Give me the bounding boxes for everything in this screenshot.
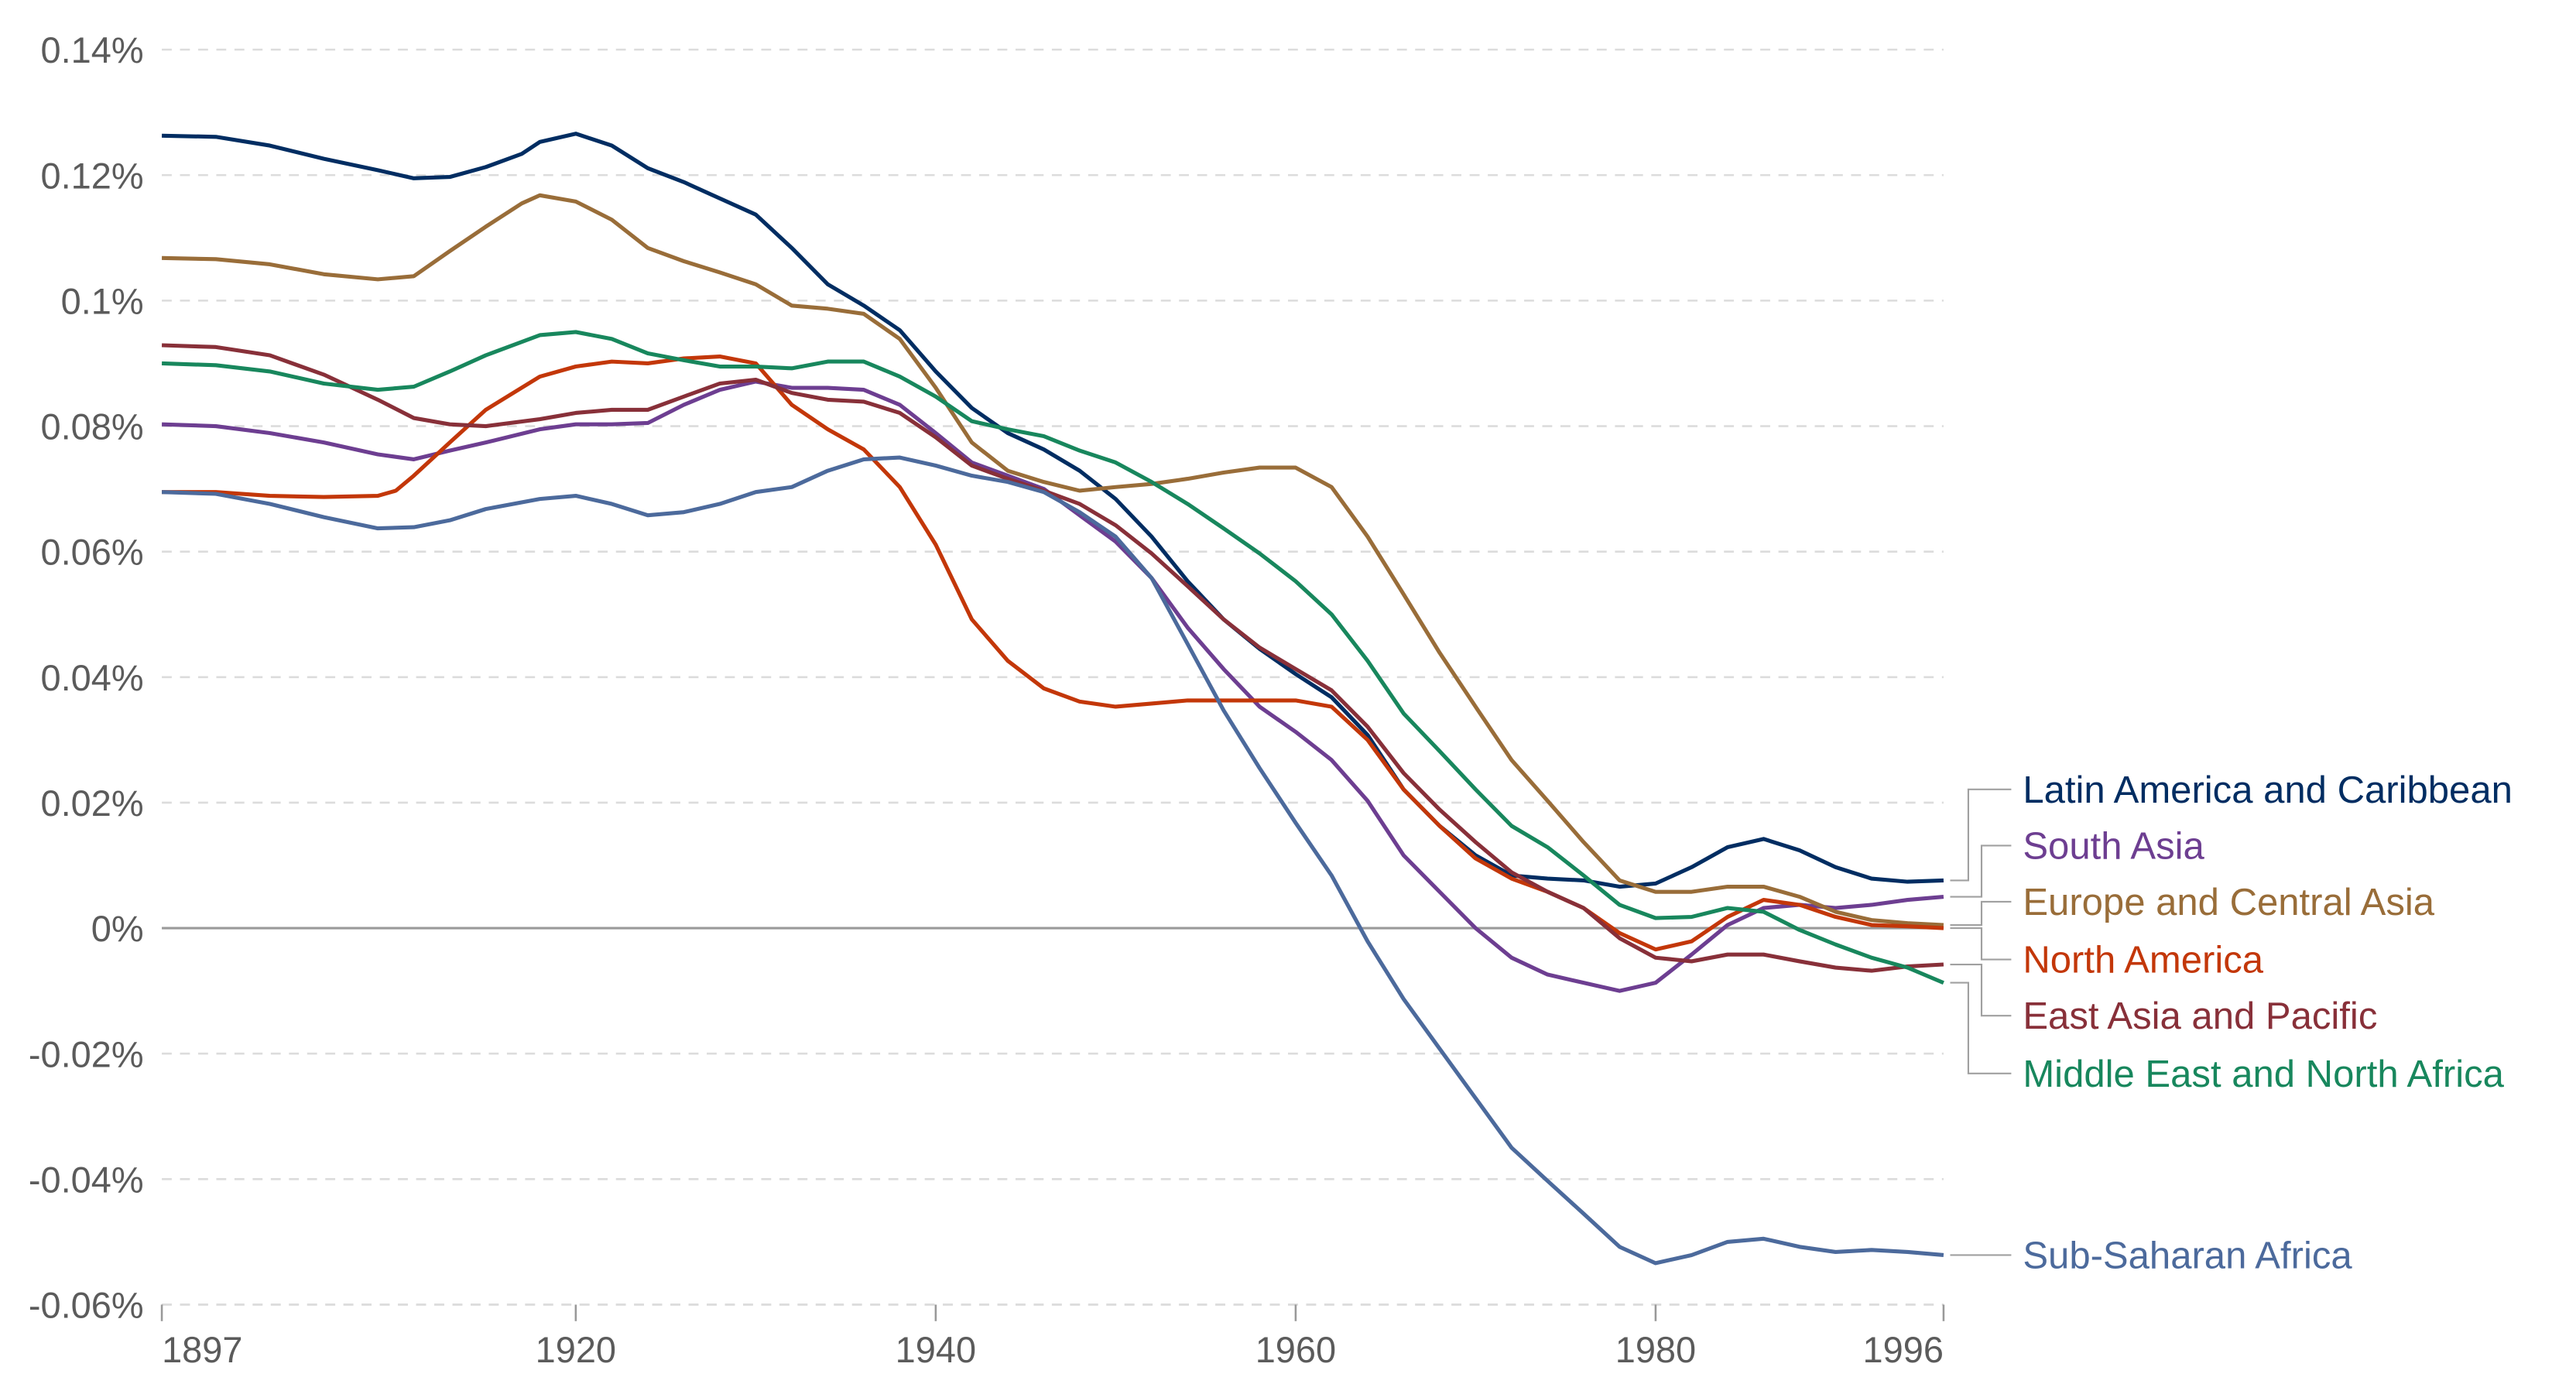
x-axis-ticks: 1897 1920 1940 1960 1980 1996 — [160, 1303, 1945, 1370]
series-line-south-asia — [161, 379, 1944, 993]
y-tick-label: 0.14% — [41, 30, 144, 70]
series-line-north-america — [162, 354, 1944, 952]
y-tick-label: -0.04% — [29, 1160, 144, 1200]
x-tick-label: 1980 — [1615, 1330, 1696, 1370]
legend-connector — [1950, 788, 2012, 882]
y-tick-label: 0.02% — [41, 783, 144, 824]
y-axis-ticks: 0.14% 0.12% 0.1% 0.08% 0.06% 0.04% 0.02% 0% -0.0… — [29, 30, 144, 1325]
legend-connector — [1950, 927, 2012, 961]
x-tick-label: 1960 — [1255, 1330, 1336, 1370]
x-tick-label: 1996 — [1863, 1330, 1944, 1370]
series-line-europe-and-central-asia — [162, 193, 1944, 927]
legend-connector — [1950, 900, 2012, 927]
y-tick-label: 0.06% — [41, 533, 144, 573]
y-tick-label: 0% — [91, 909, 144, 949]
legend-labels: Latin America and Caribbean South Asia Eur… — [1950, 769, 2513, 1277]
legend-label: Middle East and North Africa — [2023, 1053, 2504, 1095]
x-tick-label: 1897 — [162, 1330, 242, 1370]
legend-label: Europe and Central Asia — [2023, 882, 2434, 923]
legend-connector — [1950, 964, 2012, 1017]
legend-label: Sub-Saharan Africa — [2023, 1235, 2352, 1277]
y-tick-label: -0.02% — [29, 1034, 144, 1074]
legend-connector — [1950, 981, 2012, 1074]
y-tick-label: 0.08% — [41, 407, 144, 447]
x-tick-label: 1920 — [536, 1330, 616, 1370]
series-line-latin-america-and-caribbean — [162, 132, 1944, 889]
legend-label: South Asia — [2023, 825, 2204, 867]
legend-connector — [1950, 844, 2012, 898]
series-line-east-asia-and-pacific — [161, 343, 1944, 973]
series-line-middle-east-and-north-africa — [161, 330, 1944, 985]
y-tick-label: 0.12% — [41, 156, 144, 196]
y-tick-label: -0.06% — [29, 1286, 144, 1326]
gridlines — [162, 48, 1944, 1306]
series-lines — [161, 132, 1944, 1266]
y-tick-label: 0.1% — [61, 281, 144, 321]
legend-label: North America — [2023, 940, 2263, 981]
series-line-sub-saharan-africa — [161, 455, 1944, 1266]
x-tick-label: 1940 — [896, 1330, 976, 1370]
legend-label: East Asia and Pacific — [2023, 995, 2377, 1037]
legend-label: Latin America and Caribbean — [2023, 769, 2513, 811]
y-tick-label: 0.04% — [41, 658, 144, 698]
